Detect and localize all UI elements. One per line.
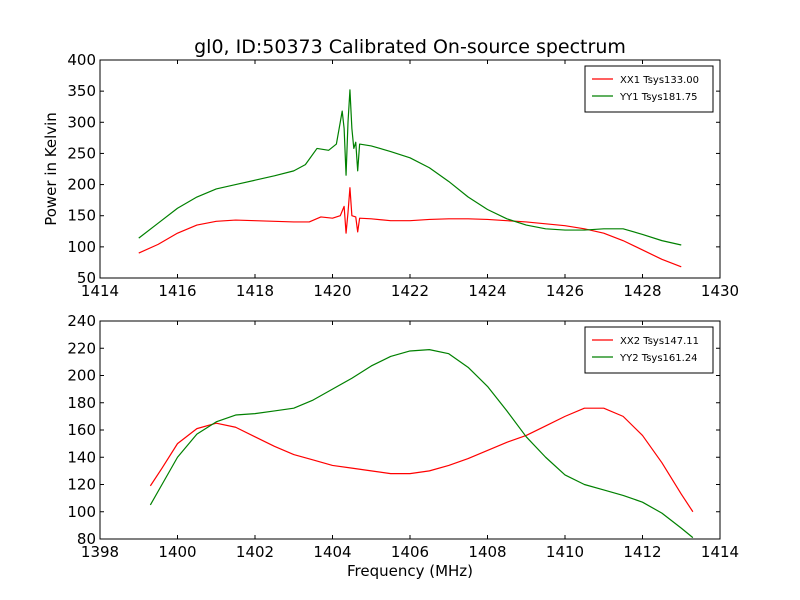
y-tick-label: 50 xyxy=(77,269,96,287)
legend-box xyxy=(584,65,714,113)
x-tick-label: 1408 xyxy=(468,543,506,561)
x-tick-label: 1414 xyxy=(701,543,739,561)
x-tick-label: 1404 xyxy=(313,543,351,561)
x-tick-label: 1420 xyxy=(313,282,351,300)
y-tick-label: 80 xyxy=(77,530,96,548)
y-tick-label: 240 xyxy=(67,312,96,330)
series-line-xx2 xyxy=(149,407,694,513)
legend-box xyxy=(584,326,714,374)
x-tick-label: 1406 xyxy=(391,543,429,561)
y-tick-label: 220 xyxy=(67,339,96,357)
series-line-yy2 xyxy=(149,349,694,539)
x-tick-label: 1410 xyxy=(546,543,584,561)
y-tick-label: 100 xyxy=(67,503,96,521)
y-tick-label: 200 xyxy=(67,176,96,194)
series-line-yy1 xyxy=(138,89,682,246)
y-tick-label: 100 xyxy=(67,238,96,256)
spectrum-panel-top: 1414 1416 1418 1420 1422 1424 1426 1428 1430 50 10… xyxy=(42,51,739,300)
x-tick-label: 1426 xyxy=(546,282,584,300)
legend-entry: YY2 Tsys161.24 xyxy=(619,353,698,364)
legend-entry: XX2 Tsys147.11 xyxy=(620,336,699,347)
y-tick-label: 140 xyxy=(67,448,96,466)
y-tick-label: 400 xyxy=(67,51,96,69)
x-tick-label: 1398 xyxy=(81,543,119,561)
x-tick-label: 1412 xyxy=(623,543,661,561)
y-tick-label: 120 xyxy=(67,476,96,494)
x-tick-label: 1428 xyxy=(623,282,661,300)
chart-title: gl0, ID:50373 Calibrated On-source spect… xyxy=(194,36,626,58)
x-tick-label: 1418 xyxy=(236,282,274,300)
y-tick-label: 200 xyxy=(67,367,96,385)
x-tick-label: 1414 xyxy=(81,282,119,300)
series-line-xx1 xyxy=(138,187,682,268)
y-tick-label: 300 xyxy=(67,113,96,131)
x-tick-label: 1416 xyxy=(158,282,196,300)
y-tick-label: 350 xyxy=(67,82,96,100)
y-tick-label: 180 xyxy=(67,394,96,412)
legend-entry: XX1 Tsys133.00 xyxy=(620,75,699,86)
spectrum-panel-bottom: 1398 1400 1402 1404 1406 1408 1410 1412 1414 80 10… xyxy=(67,312,739,580)
x-tick-label: 1422 xyxy=(391,282,429,300)
legend: XX2 Tsys147.11 YY2 Tsys161.24 xyxy=(584,326,714,374)
y-tick-label: 160 xyxy=(67,421,96,439)
x-tick-label: 1402 xyxy=(236,543,274,561)
x-tick-label: 1424 xyxy=(468,282,506,300)
legend-entry: YY1 Tsys181.75 xyxy=(619,92,698,103)
legend: XX1 Tsys133.00 YY1 Tsys181.75 xyxy=(584,65,714,113)
y-tick-label: 250 xyxy=(67,144,96,162)
y-tick-label: 150 xyxy=(67,207,96,225)
x-tick-label: 1400 xyxy=(158,543,196,561)
x-tick-label: 1430 xyxy=(701,282,739,300)
y-axis-label: Power in Kelvin xyxy=(42,112,60,226)
x-axis-label: Frequency (MHz) xyxy=(347,562,473,580)
